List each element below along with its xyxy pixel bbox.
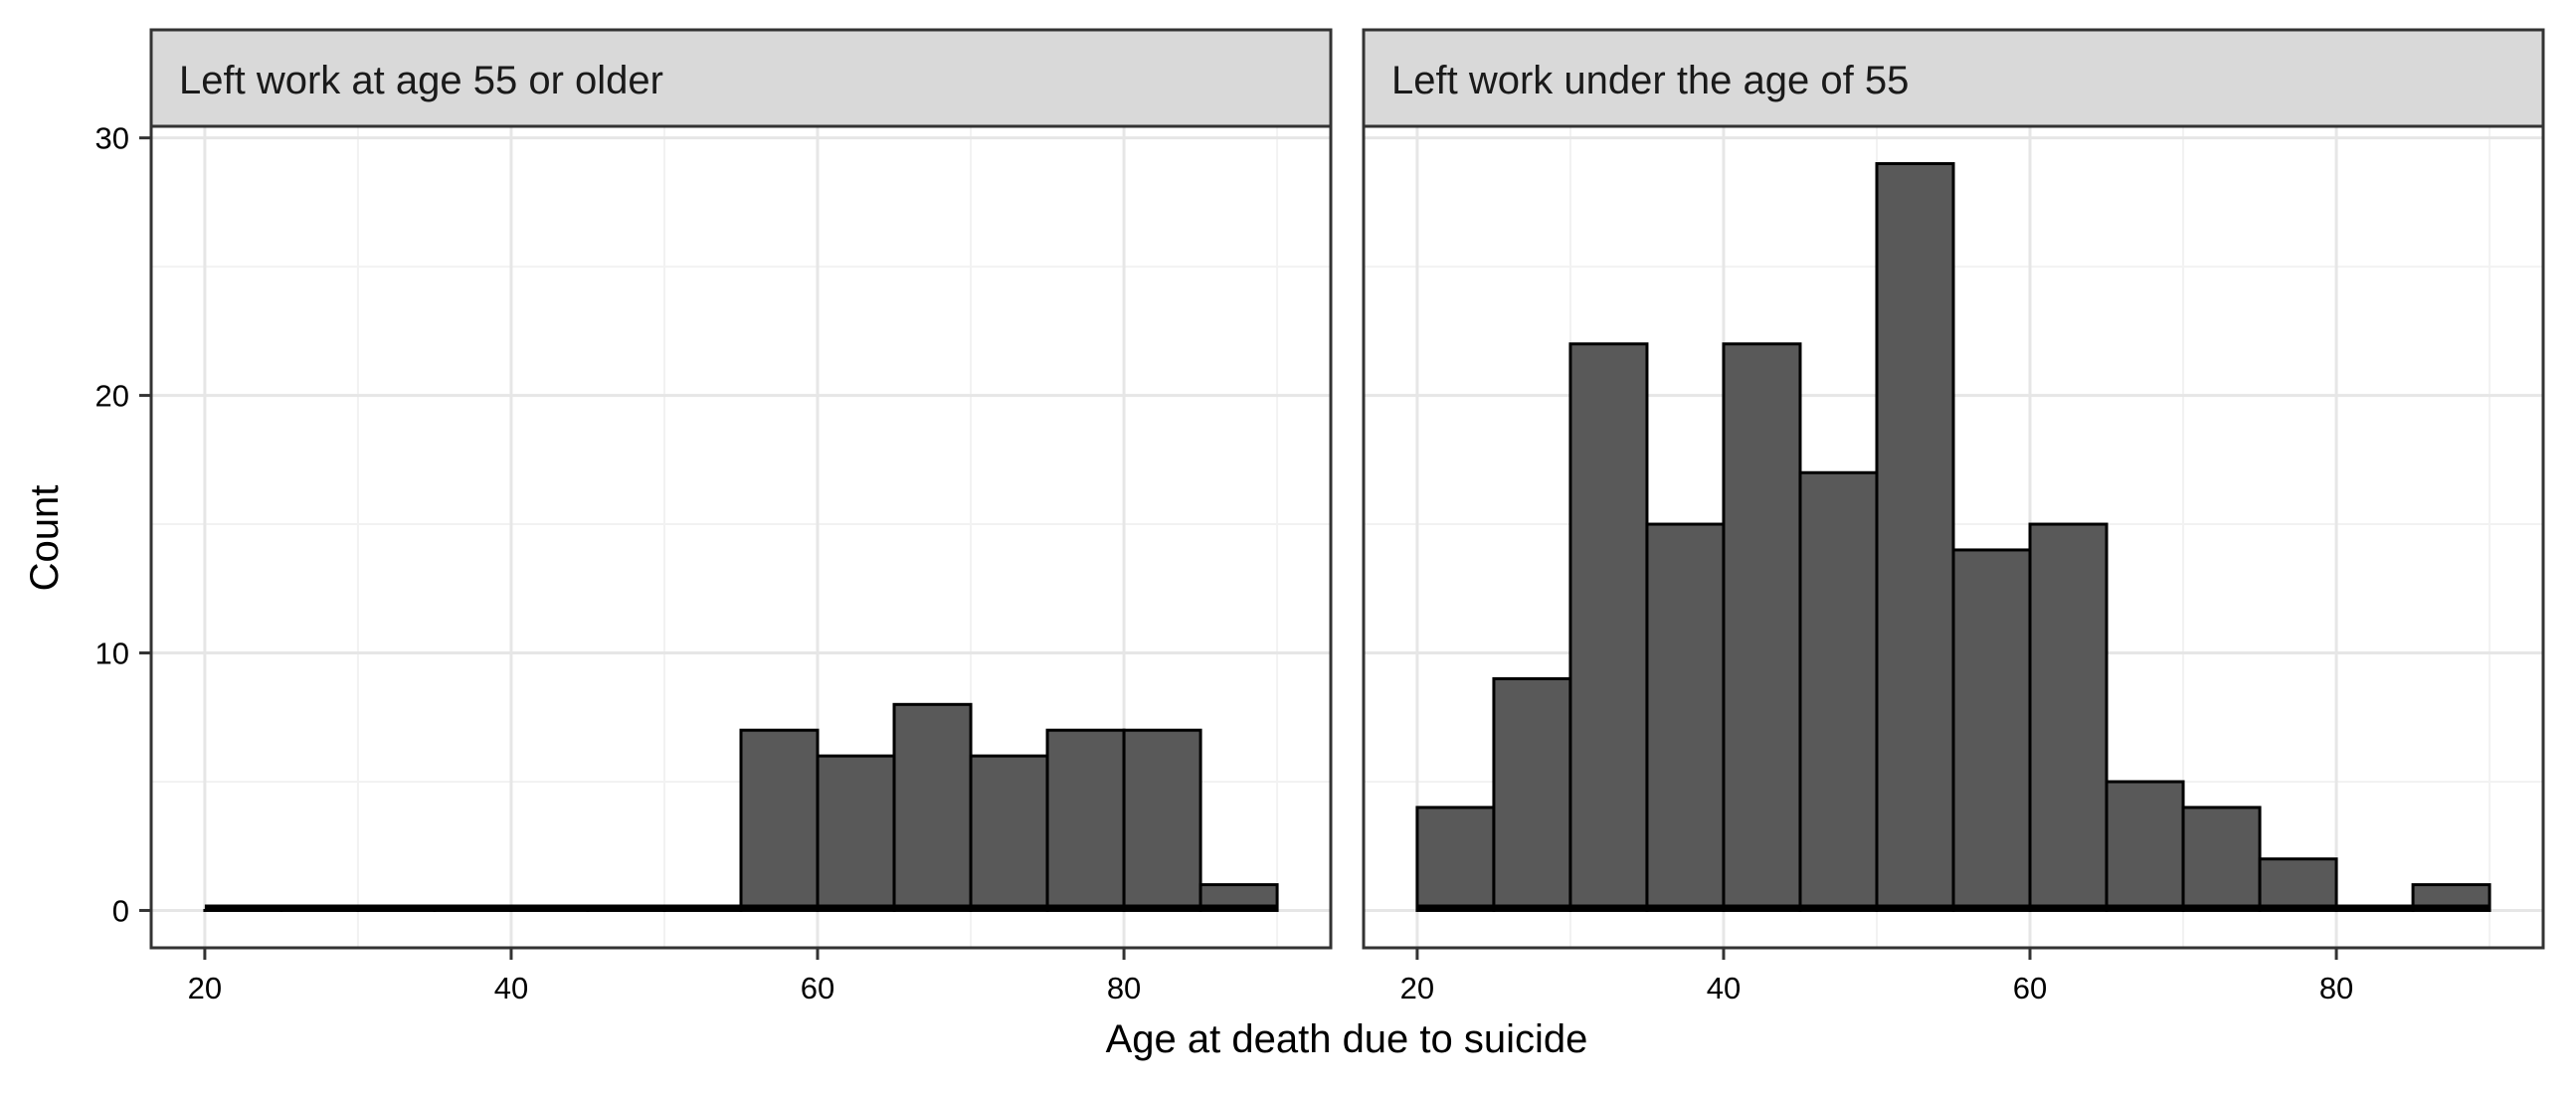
- facet-strip: [149, 28, 1333, 128]
- facet-panel: Left work at age 55 or older 20 40 60 80 0 10 2…: [95, 28, 1333, 1005]
- x-tick-label: 40: [1707, 971, 1741, 1005]
- facet-strip-label: Left work at age 55 or older: [179, 59, 663, 102]
- x-tick-label: 80: [1107, 971, 1141, 1005]
- histogram-bar: [2105, 780, 2185, 912]
- y-tick-label: 30: [95, 121, 129, 156]
- histogram-bar: [2258, 857, 2338, 912]
- histogram-bar: [1645, 522, 1726, 912]
- histogram-bar: [2181, 806, 2262, 912]
- histogram-bar: [816, 754, 896, 912]
- histogram-bar: [1722, 342, 1802, 912]
- y-tick-label: 20: [95, 379, 129, 414]
- histogram-bar: [2028, 522, 2109, 912]
- histogram-bar: [1568, 342, 1649, 912]
- histogram-bar: [892, 702, 973, 912]
- histogram-bar: [1875, 162, 1955, 912]
- histogram-bar: [969, 754, 1049, 912]
- y-axis-title: Count: [23, 485, 67, 592]
- x-tick-label: 60: [2013, 971, 2047, 1005]
- x-axis-title: Age at death due to suicide: [1106, 1017, 1588, 1061]
- histogram-bar: [1045, 728, 1126, 912]
- y-tick-label: 10: [95, 637, 129, 671]
- histogram-bar: [739, 728, 820, 912]
- histogram-bar: [1415, 806, 1496, 912]
- histogram-bar: [1492, 676, 1572, 912]
- facet-strip-label: Left work under the age of 55: [1391, 59, 1909, 102]
- histogram-bar: [1951, 548, 2032, 912]
- facet-panel: Left work under the age of 55 20 40 60 80: [1362, 28, 2545, 1005]
- histogram-bar: [1122, 728, 1202, 912]
- y-tick-label: 0: [112, 893, 129, 928]
- x-tick-label: 20: [1400, 971, 1434, 1005]
- x-tick-label: 80: [2319, 971, 2353, 1005]
- histogram-bar: [1798, 470, 1879, 912]
- x-tick-label: 60: [801, 971, 834, 1005]
- x-tick-label: 40: [494, 971, 528, 1005]
- facet-panels: Left work at age 55 or older 20 40 60 80 0 10 2…: [95, 28, 2545, 1005]
- facet-strip: [1362, 28, 2545, 128]
- x-tick-label: 20: [188, 971, 222, 1005]
